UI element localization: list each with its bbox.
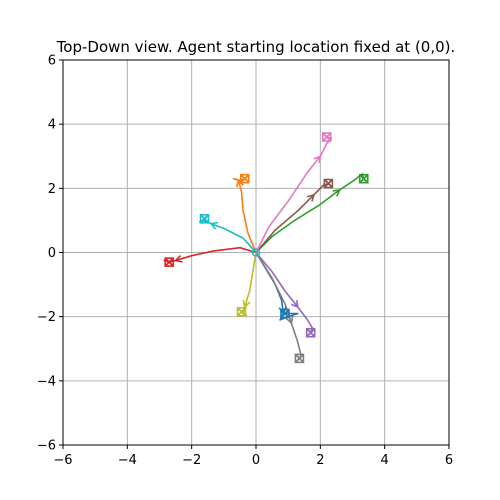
markers <box>164 132 369 364</box>
trajectory-end-box-5 <box>305 327 316 338</box>
trajectory-end-marker-3 <box>359 174 369 184</box>
trajectory-arrow-10 <box>209 221 219 230</box>
y-tick-label: −6 <box>37 439 56 454</box>
trajectory-end-marker-10 <box>199 214 210 224</box>
trajectory-arrow-4 <box>173 254 183 263</box>
x-tick-label: 4 <box>381 453 389 468</box>
trajectory-end-box-3 <box>358 173 369 184</box>
trajectory-arrow-2 <box>235 178 244 188</box>
trajectory-line-10 <box>198 218 257 254</box>
trajectory-line-4 <box>163 246 257 263</box>
trajectory-end-box-1 <box>280 308 290 319</box>
trajectory-end-marker-6 <box>323 178 334 189</box>
y-tick-label: 2 <box>48 182 56 197</box>
trajectory-arrow-5 <box>291 300 299 309</box>
x-tick-label: 0 <box>252 453 260 468</box>
trajectory-end-marker-2 <box>240 174 250 184</box>
y-tick-label: −2 <box>37 310 56 325</box>
trajectory-end-marker-7 <box>322 132 332 142</box>
trajectory-end-box-7 <box>321 132 332 142</box>
trajectory-end-box-6 <box>323 178 334 189</box>
x-tick-label: −6 <box>53 453 72 468</box>
trajectory-arrow-7 <box>313 154 322 164</box>
trajectory-end-marker-1 <box>280 308 290 319</box>
trajectory-arrow-6 <box>306 193 316 202</box>
y-tick-label: −4 <box>37 374 56 389</box>
trajectories <box>163 136 365 360</box>
y-tick-label: 0 <box>48 246 56 261</box>
chart-title: Top-Down view. Agent starting location f… <box>56 38 456 56</box>
y-tick-label: 6 <box>48 54 56 69</box>
trajectory-line-3 <box>255 173 365 254</box>
trajectory-arrow-9 <box>242 300 251 309</box>
trajectory-end-marker-8 <box>294 353 305 364</box>
y-tick-label: 4 <box>48 118 56 133</box>
start-point-marker <box>251 248 261 257</box>
trajectory-end-box-8 <box>294 353 305 364</box>
axis-ticks: −6 −4 −2 0 2 4 6 −6 −4 −2 0 2 4 6 <box>37 54 453 469</box>
x-tick-label: 2 <box>316 453 324 468</box>
trajectory-end-box-2 <box>239 173 250 184</box>
trajectory-arrow-8 <box>285 316 294 325</box>
trajectory-end-box-10 <box>199 214 210 224</box>
trajectory-end-marker-5 <box>306 328 316 338</box>
trajectory-end-marker-4 <box>164 257 174 267</box>
x-tick-label: 6 <box>445 453 453 468</box>
x-tick-label: −2 <box>182 453 201 468</box>
trajectory-end-marker-9 <box>236 307 247 317</box>
x-tick-label: −4 <box>118 453 137 468</box>
trajectory-end-box-9 <box>236 307 247 317</box>
trajectory-end-box-4 <box>164 257 174 267</box>
trajectory-arrow-3 <box>332 188 341 197</box>
trajectory-line-2 <box>232 177 257 254</box>
